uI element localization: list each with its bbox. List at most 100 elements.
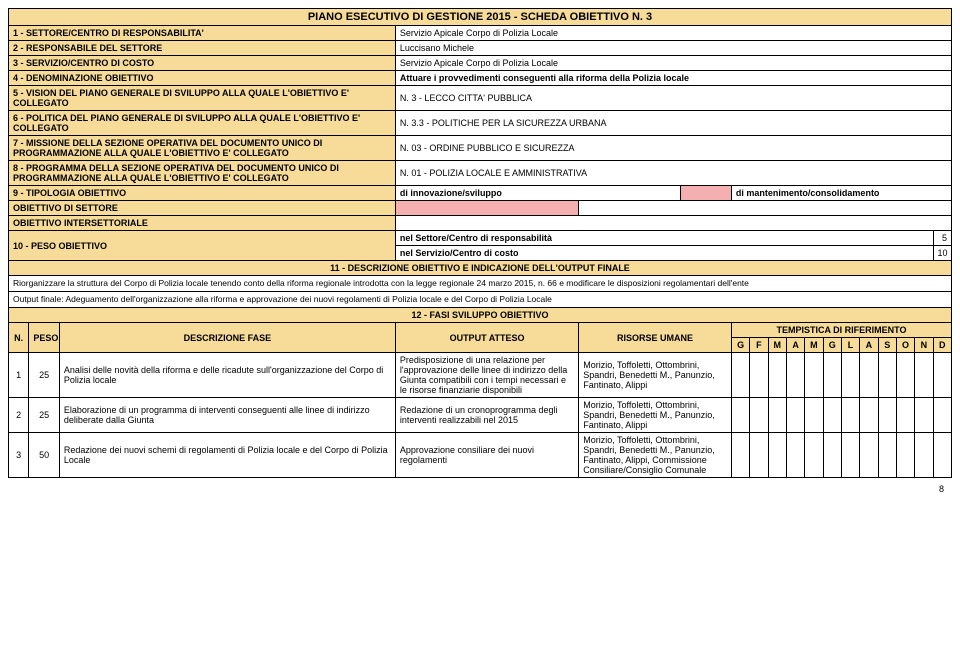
label-settore: OBIETTIVO DI SETTORE: [9, 201, 396, 216]
peso-r1-label: nel Settore/Centro di responsabilità: [395, 231, 933, 246]
row-4: 4 - DENOMINAZIONE OBIETTIVOAttuare i pro…: [9, 71, 952, 86]
month-d: D: [933, 338, 951, 353]
label-5: 5 - VISION DEL PIANO GENERALE DI SVILUPP…: [9, 86, 396, 111]
phase2-m12: [933, 398, 951, 433]
label-7: 7 - MISSIONE DELLA SEZIONE OPERATIVA DEL…: [9, 136, 396, 161]
phase3-m2: [750, 433, 768, 478]
row-6: 6 - POLITICA DEL PIANO GENERALE DI SVILU…: [9, 111, 952, 136]
phase3-m1: [731, 433, 749, 478]
phase1-desc: Analisi delle novità della riforma e del…: [59, 353, 395, 398]
month-a1: A: [786, 338, 804, 353]
document-title: PIANO ESECUTIVO DI GESTIONE 2015 - SCHED…: [9, 9, 952, 26]
peso-r2-val: 10: [933, 246, 951, 261]
month-s: S: [878, 338, 896, 353]
tipologia-opt1: di innovazione/sviluppo: [395, 186, 680, 201]
row-7: 7 - MISSIONE DELLA SEZIONE OPERATIVA DEL…: [9, 136, 952, 161]
phase2-m2: [750, 398, 768, 433]
month-a2: A: [860, 338, 878, 353]
phase-row-3: 3 50 Redazione dei nuovi schemi di regol…: [9, 433, 952, 478]
tipologia-opt2: di mantenimento/consolidamento: [731, 186, 951, 201]
value-1: Servizio Apicale Corpo di Polizia Locale: [395, 26, 951, 41]
phase3-risorse: Morizio, Toffoletti, Ottombrini, Spandri…: [579, 433, 732, 478]
phase3-m9: [878, 433, 896, 478]
phase2-m8: [860, 398, 878, 433]
label-peso: 10 - PESO OBIETTIVO: [9, 231, 396, 261]
phase1-m10: [896, 353, 914, 398]
phase1-m5: [805, 353, 823, 398]
row-settore: OBIETTIVO DI SETTORE: [9, 201, 952, 216]
row-peso1: 10 - PESO OBIETTIVO nel Settore/Centro d…: [9, 231, 952, 246]
inter-blank: [395, 216, 951, 231]
tipologia-check1: [681, 186, 732, 201]
section-12-title: 12 - FASI SVILUPPO OBIETTIVO: [9, 308, 952, 323]
month-f: F: [750, 338, 768, 353]
col-output: OUTPUT ATTESO: [395, 323, 578, 353]
phase2-peso: 25: [29, 398, 60, 433]
desc-11b-text: Output finale: Adeguamento dell'organizz…: [9, 292, 952, 308]
row-inter: OBIETTIVO INTERSETTORIALE: [9, 216, 952, 231]
phase3-peso: 50: [29, 433, 60, 478]
section-12-header: 12 - FASI SVILUPPO OBIETTIVO: [9, 308, 952, 323]
phase1-m9: [878, 353, 896, 398]
phase2-m5: [805, 398, 823, 433]
settore-check: [395, 201, 578, 216]
phase2-desc: Elaborazione di un programma di interven…: [59, 398, 395, 433]
phase2-n: 2: [9, 398, 29, 433]
phase2-m4: [786, 398, 804, 433]
row-1: 1 - SETTORE/CENTRO DI RESPONSABILITA'Ser…: [9, 26, 952, 41]
label-6: 6 - POLITICA DEL PIANO GENERALE DI SVILU…: [9, 111, 396, 136]
label-1: 1 - SETTORE/CENTRO DI RESPONSABILITA': [9, 26, 396, 41]
col-risorse: RISORSE UMANE: [579, 323, 732, 353]
phase1-m2: [750, 353, 768, 398]
phase1-m4: [786, 353, 804, 398]
section-11-title: 11 - DESCRIZIONE OBIETTIVO E INDICAZIONE…: [9, 261, 952, 276]
value-3: Servizio Apicale Corpo di Polizia Locale: [395, 56, 951, 71]
phase3-m7: [841, 433, 859, 478]
month-n: N: [915, 338, 933, 353]
col-temp: TEMPISTICA DI RIFERIMENTO: [731, 323, 951, 338]
title-row: PIANO ESECUTIVO DI GESTIONE 2015 - SCHED…: [9, 9, 952, 26]
objective-table: PIANO ESECUTIVO DI GESTIONE 2015 - SCHED…: [8, 8, 952, 478]
row-5: 5 - VISION DEL PIANO GENERALE DI SVILUPP…: [9, 86, 952, 111]
phase3-desc: Redazione dei nuovi schemi di regolament…: [59, 433, 395, 478]
label-8: 8 - PROGRAMMA DELLA SEZIONE OPERATIVA DE…: [9, 161, 396, 186]
peso-r2-label: nel Servizio/Centro di costo: [395, 246, 933, 261]
phase2-m7: [841, 398, 859, 433]
value-6: N. 3.3 - POLITICHE PER LA SICUREZZA URBA…: [395, 111, 951, 136]
phase3-n: 3: [9, 433, 29, 478]
phase1-m12: [933, 353, 951, 398]
desc-11a: Riorganizzare la struttura del Corpo di …: [9, 276, 952, 292]
section-11-header: 11 - DESCRIZIONE OBIETTIVO E INDICAZIONE…: [9, 261, 952, 276]
label-inter: OBIETTIVO INTERSETTORIALE: [9, 216, 396, 231]
col-n: N.: [9, 323, 29, 353]
phase1-output: Predisposizione di una relazione per l'a…: [395, 353, 578, 398]
phase1-n: 1: [9, 353, 29, 398]
label-3: 3 - SERVIZIO/CENTRO DI COSTO: [9, 56, 396, 71]
phase1-m11: [915, 353, 933, 398]
phase3-m4: [786, 433, 804, 478]
col-desc: DESCRIZIONE FASE: [59, 323, 395, 353]
phase2-m11: [915, 398, 933, 433]
phase1-m7: [841, 353, 859, 398]
phase2-m10: [896, 398, 914, 433]
value-7: N. 03 - ORDINE PUBBLICO E SICUREZZA: [395, 136, 951, 161]
month-l: L: [841, 338, 859, 353]
phase2-m3: [768, 398, 786, 433]
phase1-risorse: Morizio, Toffoletti, Ottombrini, Spandri…: [579, 353, 732, 398]
phase2-m9: [878, 398, 896, 433]
phase3-output: Approvazione consiliare dei nuovi regola…: [395, 433, 578, 478]
phase1-peso: 25: [29, 353, 60, 398]
phase3-m5: [805, 433, 823, 478]
month-g2: G: [823, 338, 841, 353]
phase1-m6: [823, 353, 841, 398]
desc-11a-text: Riorganizzare la struttura del Corpo di …: [9, 276, 952, 292]
phase2-m6: [823, 398, 841, 433]
page-number: 8: [8, 484, 952, 494]
phase3-m8: [860, 433, 878, 478]
phase3-m10: [896, 433, 914, 478]
phase1-m3: [768, 353, 786, 398]
phase1-m8: [860, 353, 878, 398]
phase1-m1: [731, 353, 749, 398]
phase3-m12: [933, 433, 951, 478]
label-tipologia: 9 - TIPOLOGIA OBIETTIVO: [9, 186, 396, 201]
